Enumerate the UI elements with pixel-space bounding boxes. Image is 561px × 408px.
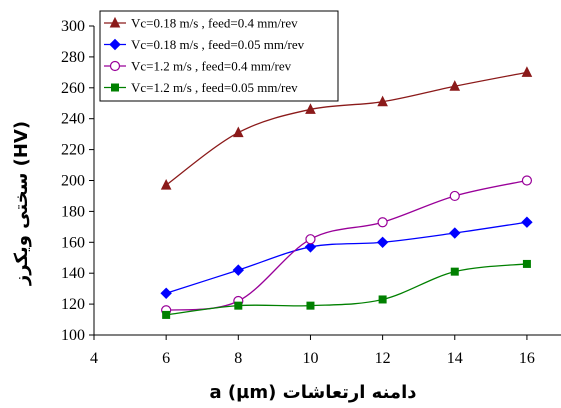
data-point <box>378 295 387 304</box>
y-tick-label: 180 <box>61 203 85 220</box>
y-tick-label: 200 <box>61 173 85 190</box>
legend-marker <box>109 38 121 51</box>
series-layer <box>160 66 533 319</box>
data-point <box>521 216 533 228</box>
data-point <box>450 267 459 276</box>
series-line <box>166 263 527 316</box>
data-point <box>234 301 243 310</box>
y-tick-label: 300 <box>61 18 85 35</box>
data-point <box>305 234 316 245</box>
y-tick-label: 220 <box>61 142 85 159</box>
data-point <box>162 310 171 319</box>
legend-entry: Vc=0.18 m/s , feed=0.05 mm/rev <box>104 37 305 52</box>
legend-marker <box>111 83 119 92</box>
y-tick-label: 160 <box>61 234 85 251</box>
legend-label: Vc=0.18 m/s , feed=0.05 mm/rev <box>131 37 305 52</box>
y-axis-title: سختی ویکرز (HV) <box>11 121 32 286</box>
data-point <box>232 264 245 276</box>
data-point <box>522 259 531 268</box>
legend-marker <box>109 16 121 28</box>
series-line <box>165 71 528 186</box>
data-point <box>521 66 533 77</box>
series-1 <box>160 66 533 190</box>
x-tick-label: 8 <box>234 350 242 367</box>
legend-box <box>99 10 339 102</box>
x-tick-label: 14 <box>447 350 463 367</box>
legend-entry: Vc=1.2 m/s , feed=0.4 mm/rev <box>104 59 292 74</box>
series-2 <box>160 216 533 299</box>
data-point <box>449 190 460 202</box>
legend-label: Vc=1.2 m/s , feed=0.4 mm/rev <box>131 59 292 74</box>
data-point <box>377 217 388 228</box>
data-point <box>376 236 389 249</box>
x-tick-label: 16 <box>519 350 535 367</box>
legend-marker <box>109 60 121 72</box>
y-tick-label: 120 <box>61 296 85 313</box>
series-4 <box>162 259 531 319</box>
series-line <box>166 179 528 311</box>
legend-entry: Vc=1.2 m/s , feed=0.05 mm/rev <box>104 80 298 95</box>
legend-label: Vc=0.18 m/s , feed=0.4 mm/rev <box>131 16 298 31</box>
legend: Vc=0.18 m/s , feed=0.4 mm/rev Vc=0.18 m/s… <box>99 10 339 102</box>
series-line <box>165 221 528 294</box>
y-tick-label: 100 <box>61 327 85 344</box>
x-axis-title: a (µm) دامنه ارتعاشات <box>210 382 417 403</box>
series-3 <box>161 175 533 316</box>
x-tick-label: 4 <box>90 350 98 367</box>
data-point <box>521 175 533 186</box>
y-tick-label: 260 <box>61 80 85 97</box>
data-point <box>305 103 316 114</box>
data-point <box>160 287 172 299</box>
data-point <box>306 301 315 310</box>
y-tick-label: 240 <box>61 111 85 128</box>
data-point <box>160 179 172 190</box>
data-point <box>449 227 461 239</box>
y-tick-label: 280 <box>61 49 85 66</box>
data-point <box>304 241 317 253</box>
axes: 100 120 140 160 180 200 220 240 260 280 300 4 6 8 10 12… <box>61 18 561 367</box>
x-tick-label: 12 <box>375 350 391 367</box>
x-tick-label: 10 <box>302 350 318 367</box>
data-point <box>377 95 388 107</box>
legend-label: Vc=1.2 m/s , feed=0.05 mm/rev <box>131 80 298 95</box>
legend-entry: Vc=0.18 m/s , feed=0.4 mm/rev <box>104 16 298 31</box>
y-tick-label: 140 <box>61 265 85 282</box>
data-point <box>449 80 461 91</box>
data-point <box>232 126 244 138</box>
x-tick-label: 6 <box>162 350 170 367</box>
